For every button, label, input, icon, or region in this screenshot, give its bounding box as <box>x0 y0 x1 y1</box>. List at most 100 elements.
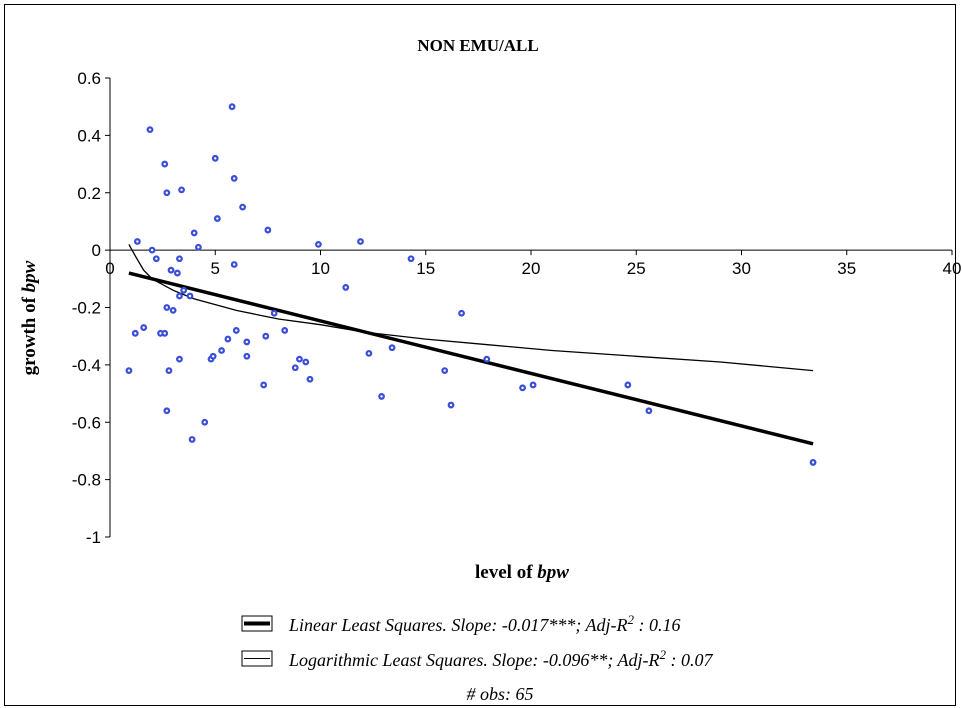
data-point <box>125 367 133 375</box>
data-point <box>260 381 268 389</box>
chart-frame <box>4 4 956 706</box>
x-tick-label: 20 <box>522 259 541 278</box>
data-point <box>163 407 171 415</box>
x-axis: 0 5 10 15 20 25 30 35 40 <box>105 250 961 278</box>
data-point <box>264 226 272 234</box>
data-point <box>163 189 171 197</box>
y-tick-label: -0.8 <box>72 471 101 490</box>
data-point <box>441 367 449 375</box>
y-tick-label: 0 <box>92 241 101 260</box>
legend-entry-log: Logarithmic Least Squares. Slope: -0.096… <box>288 647 713 670</box>
data-point <box>239 203 247 211</box>
y-axis-label: growth of bpw <box>19 260 40 375</box>
data-point <box>173 269 181 277</box>
data-point <box>161 160 169 168</box>
data-point <box>302 358 310 366</box>
data-point <box>165 367 173 375</box>
data-point <box>281 327 289 334</box>
svg-text:growth of bpw: growth of bpw <box>19 260 40 375</box>
data-point <box>167 266 175 274</box>
data-point <box>407 255 415 263</box>
chart-title: NON EMU/ALL <box>417 36 538 55</box>
data-point <box>228 103 236 111</box>
legend-entry-linear: Linear Least Squares. Slope: -0.017***; … <box>288 612 680 635</box>
y-tick-label: -0.4 <box>72 356 101 375</box>
data-point <box>230 175 238 182</box>
data-point <box>213 215 221 222</box>
legend-obs-count: # obs: 65 <box>467 684 534 704</box>
y-axis: 0.6 0.4 0.2 0 -0.2 -0.4 -0.6 -0.8 -1 <box>72 69 110 547</box>
data-point <box>190 229 198 237</box>
data-point <box>296 355 303 363</box>
x-tick-label: 10 <box>311 259 330 278</box>
y-tick-label: -0.6 <box>72 413 101 432</box>
data-point <box>357 238 364 245</box>
x-axis-label-var: bpw <box>537 562 569 583</box>
data-point <box>529 381 537 389</box>
y-axis-label-text: growth of <box>19 296 40 375</box>
data-point <box>232 327 240 334</box>
data-point <box>152 255 160 263</box>
data-point <box>201 418 209 426</box>
data-point <box>176 255 183 263</box>
y-axis-label-var: bpw <box>19 260 40 292</box>
data-point <box>169 306 177 314</box>
x-tick-label: 40 <box>943 259 962 278</box>
data-point <box>447 401 455 409</box>
data-point <box>388 344 396 352</box>
log-fit-line <box>128 244 814 372</box>
data-point <box>519 384 526 392</box>
data-point <box>342 284 350 291</box>
linear-fit-line <box>128 271 814 446</box>
data-point <box>178 186 185 194</box>
x-tick-label: 25 <box>627 259 646 278</box>
data-point <box>624 381 632 389</box>
data-point <box>306 375 314 383</box>
x-tick-label: 35 <box>837 259 856 278</box>
x-axis-label: level of bpw <box>475 562 569 583</box>
data-point <box>188 436 196 443</box>
data-point <box>809 459 817 466</box>
data-point <box>291 364 299 372</box>
y-tick-label: 0.2 <box>77 184 101 203</box>
data-point <box>314 240 322 248</box>
y-tick-label: 0.6 <box>77 69 101 88</box>
data-points <box>125 103 817 466</box>
data-point <box>146 126 154 134</box>
data-point <box>483 355 491 363</box>
x-tick-label: 15 <box>416 259 435 278</box>
data-point <box>218 347 225 354</box>
data-point <box>176 355 183 363</box>
data-point <box>224 335 232 343</box>
data-point <box>262 332 270 340</box>
data-point <box>131 329 139 337</box>
x-tick-label: 5 <box>211 259 220 278</box>
data-point <box>230 261 238 268</box>
data-point <box>133 238 141 245</box>
data-point <box>645 407 653 415</box>
data-point <box>161 329 169 337</box>
data-point <box>209 352 217 360</box>
x-tick-label: 30 <box>732 259 751 278</box>
data-point <box>211 154 219 162</box>
data-point <box>458 309 465 317</box>
data-point <box>163 304 171 311</box>
data-point <box>180 286 188 294</box>
y-tick-label: -0.2 <box>72 299 101 318</box>
data-point <box>270 309 278 317</box>
x-axis-label-text: level of <box>475 562 533 583</box>
y-tick-label: 0.4 <box>77 126 101 145</box>
y-tick-label: -1 <box>86 528 101 547</box>
legend: Linear Least Squares. Slope: -0.017***; … <box>241 612 713 704</box>
data-point <box>186 292 194 300</box>
data-point <box>365 350 373 357</box>
data-point <box>195 243 202 251</box>
data-point <box>243 338 251 346</box>
data-point <box>148 246 156 254</box>
data-point <box>140 324 148 331</box>
fit-lines <box>128 244 814 446</box>
data-point <box>378 393 385 400</box>
data-point <box>176 292 183 300</box>
data-point <box>243 352 251 360</box>
